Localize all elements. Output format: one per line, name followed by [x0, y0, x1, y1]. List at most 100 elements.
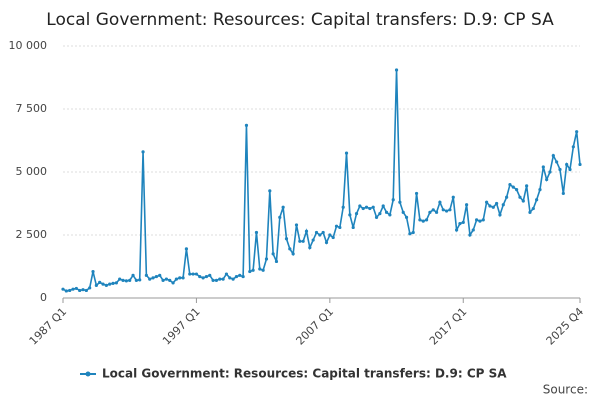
data-point	[64, 289, 68, 293]
data-point	[371, 205, 375, 209]
data-point	[458, 222, 462, 226]
data-point	[314, 230, 319, 235]
data-point	[74, 286, 78, 291]
data-point	[578, 162, 582, 167]
data-point	[61, 287, 65, 291]
data-point	[288, 247, 292, 251]
data-point	[324, 240, 329, 245]
data-point	[515, 188, 519, 192]
data-point	[424, 218, 429, 222]
data-point	[274, 259, 279, 264]
data-point	[101, 282, 105, 286]
data-point	[68, 288, 72, 293]
data-point	[478, 219, 482, 223]
data-point	[128, 278, 132, 282]
data-point	[121, 278, 125, 282]
data-point	[294, 223, 299, 227]
data-point	[378, 211, 382, 216]
data-point	[211, 278, 215, 282]
data-point	[148, 277, 152, 281]
data-point	[451, 195, 455, 199]
data-point	[381, 204, 385, 208]
data-point	[124, 279, 128, 283]
data-point	[568, 167, 572, 172]
data-point	[81, 288, 85, 292]
data-point	[464, 203, 469, 207]
data-point	[98, 280, 102, 284]
data-point	[391, 198, 395, 202]
data-point	[278, 215, 282, 219]
y-tick-label: 0	[40, 291, 47, 304]
data-point	[374, 215, 379, 219]
data-point	[264, 257, 269, 261]
data-point	[161, 278, 165, 282]
data-point	[384, 210, 389, 214]
data-point	[201, 276, 205, 280]
data-point	[558, 167, 562, 172]
data-point	[204, 274, 209, 279]
data-point	[431, 208, 435, 212]
data-point	[181, 276, 185, 280]
data-point	[151, 276, 155, 280]
data-point	[114, 281, 118, 285]
data-point	[228, 276, 232, 280]
data-point	[318, 233, 322, 237]
data-point	[505, 195, 509, 199]
data-point	[541, 165, 545, 169]
data-point	[248, 269, 252, 274]
data-point	[241, 274, 245, 279]
data-point	[251, 268, 255, 272]
data-point	[138, 278, 142, 282]
data-point	[158, 273, 162, 277]
data-point	[485, 200, 489, 204]
data-point	[545, 177, 549, 182]
data-point	[188, 272, 192, 276]
data-point	[281, 205, 285, 209]
data-point	[575, 130, 579, 134]
data-point	[244, 123, 249, 127]
x-tick-label: 2017 Q1	[427, 305, 470, 348]
data-point	[495, 201, 499, 206]
data-point	[271, 252, 275, 256]
legend-label: Local Government: Resources: Capital tra…	[102, 367, 507, 381]
data-point	[518, 195, 522, 199]
data-point	[134, 278, 138, 282]
data-point	[535, 198, 539, 202]
data-point	[231, 277, 235, 281]
data-point	[488, 204, 492, 208]
data-point	[261, 268, 265, 272]
data-point	[555, 160, 559, 164]
data-point	[334, 224, 339, 228]
data-point	[291, 252, 295, 256]
data-point	[468, 233, 472, 237]
data-point	[538, 188, 542, 192]
data-point	[401, 210, 405, 214]
legend-marker	[85, 371, 91, 377]
data-point	[218, 277, 222, 281]
data-point	[164, 277, 168, 281]
source: Source:	[543, 383, 588, 397]
data-point	[154, 274, 158, 279]
data-point	[344, 151, 349, 155]
data-point	[311, 238, 315, 242]
data-point	[88, 286, 92, 290]
data-point	[131, 273, 135, 277]
data-point	[528, 210, 532, 214]
x-tick-label: 1987 Q1	[27, 305, 70, 348]
data-point	[178, 276, 182, 280]
data-point	[111, 281, 115, 285]
data-point	[194, 272, 199, 276]
y-tick-label: 5 000	[16, 165, 48, 178]
data-point	[141, 150, 145, 154]
data-point	[418, 218, 422, 222]
data-point	[368, 206, 372, 211]
data-point	[548, 170, 552, 174]
data-point	[71, 287, 75, 291]
data-point	[328, 233, 332, 237]
data-point	[361, 206, 365, 211]
data-point	[351, 225, 355, 230]
data-point	[198, 274, 202, 279]
data-point	[414, 191, 419, 196]
data-point	[491, 205, 495, 209]
